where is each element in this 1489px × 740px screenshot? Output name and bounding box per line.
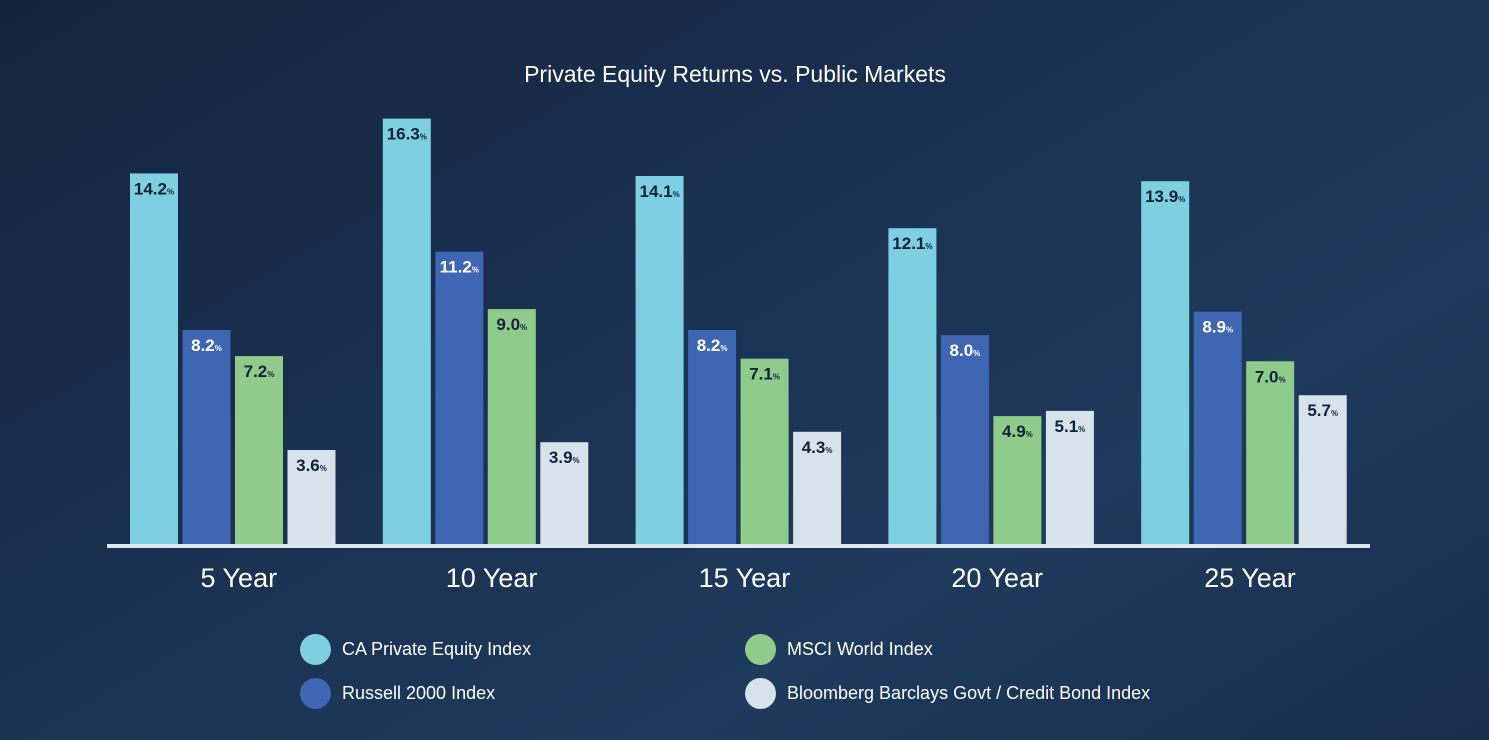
value-label-20-year-ca-private-equity-index: 12.1% <box>892 234 932 253</box>
chart-title: Private Equity Returns vs. Public Market… <box>524 61 946 87</box>
category-label-20-year: 20 Year <box>951 563 1043 593</box>
bar-20-year-russell-2000-index <box>940 335 989 544</box>
bar-5-year-bloomberg-barclays-govt-credit-bond-index <box>287 450 336 544</box>
bar-5-year-russell-2000-index <box>182 330 231 544</box>
value-label-15-year-msci-world-index: 7.1% <box>749 365 780 384</box>
bar-20-year-ca-private-equity-index <box>888 228 937 544</box>
legend-swatch-russell-2000 <box>300 677 331 709</box>
legend-item-ca-private-equity: CA Private Equity Index <box>300 632 531 666</box>
legend-swatch-ca-private-equity <box>300 633 331 665</box>
category-label-25-year: 25 Year <box>1204 563 1296 593</box>
value-label-5-year-msci-world-index: 7.2% <box>244 362 275 381</box>
value-label-15-year-bloomberg-barclays-govt-credit-bond-index: 4.3% <box>802 438 833 457</box>
bar-20-year-msci-world-index <box>993 416 1042 544</box>
value-label-10-year-msci-world-index: 9.0% <box>496 315 527 334</box>
bar-5-year-ca-private-equity-index <box>130 173 178 544</box>
value-label-10-year-bloomberg-barclays-govt-credit-bond-index: 3.9% <box>549 448 580 467</box>
legend-item-russell-2000: Russell 2000 Index <box>300 676 495 710</box>
value-labels-layer: 14.2% 8.2% 7.2% 3.6% 16.3% 11.2% 9.0% 3.9% 14.1%… <box>134 125 1338 475</box>
bar-25-year-msci-world-index <box>1246 361 1295 544</box>
bar-10-year-russell-2000-index <box>435 251 484 544</box>
legend-item-bloomberg-barclays: Bloomberg Barclays Govt / Credit Bond In… <box>745 676 1150 710</box>
bar-10-year-bloomberg-barclays-govt-credit-bond-index <box>540 442 589 544</box>
category-label-10-year: 10 Year <box>446 563 538 593</box>
legend-label-bloomberg-barclays: Bloomberg Barclays Govt / Credit Bond In… <box>787 682 1151 703</box>
bar-15-year-msci-world-index <box>740 358 789 544</box>
legend-label-ca-private-equity: CA Private Equity Index <box>342 638 532 659</box>
bar-15-year-russell-2000-index <box>688 330 737 544</box>
value-label-5-year-bloomberg-barclays-govt-credit-bond-index: 3.6% <box>296 456 327 475</box>
value-label-15-year-russell-2000-index: 8.2% <box>697 336 728 355</box>
value-label-5-year-ca-private-equity-index: 14.2% <box>134 179 174 198</box>
value-label-25-year-bloomberg-barclays-govt-credit-bond-index: 5.7% <box>1307 401 1338 420</box>
category-labels-layer: 5 Year 10 Year 15 Year 20 Year 25 Year <box>201 563 1296 593</box>
legend-label-russell-2000: Russell 2000 Index <box>342 682 496 703</box>
category-label-15-year: 15 Year <box>699 563 791 593</box>
bar-25-year-bloomberg-barclays-govt-credit-bond-index <box>1298 395 1347 544</box>
bar-25-year-ca-private-equity-index <box>1141 181 1190 544</box>
legend-swatch-bloomberg-barclays <box>745 677 776 709</box>
legend-item-msci-world: MSCI World Index <box>745 632 933 666</box>
legend: CA Private Equity Index Russell 2000 Ind… <box>300 630 1300 720</box>
bar-5-year-msci-world-index <box>235 356 283 544</box>
value-label-20-year-bloomberg-barclays-govt-credit-bond-index: 5.1% <box>1055 417 1086 436</box>
bar-20-year-bloomberg-barclays-govt-credit-bond-index <box>1045 410 1094 544</box>
bar-25-year-russell-2000-index <box>1193 311 1242 544</box>
bar-15-year-ca-private-equity-index <box>635 176 684 544</box>
value-label-10-year-russell-2000-index: 11.2% <box>440 258 479 277</box>
value-label-5-year-russell-2000-index: 8.2% <box>191 336 222 355</box>
bar-10-year-msci-world-index <box>487 309 536 544</box>
legend-label-msci-world: MSCI World Index <box>787 638 933 659</box>
value-label-20-year-russell-2000-index: 8.0% <box>950 341 981 360</box>
legend-swatch-msci-world <box>745 633 776 665</box>
value-label-10-year-ca-private-equity-index: 16.3% <box>387 125 427 144</box>
value-label-15-year-ca-private-equity-index: 14.1% <box>639 182 679 201</box>
value-label-25-year-ca-private-equity-index: 13.9% <box>1145 187 1185 206</box>
value-label-25-year-msci-world-index: 7.0% <box>1255 367 1286 386</box>
value-label-20-year-msci-world-index: 4.9% <box>1002 422 1033 441</box>
bar-15-year-bloomberg-barclays-govt-credit-bond-index <box>793 431 842 544</box>
value-label-25-year-russell-2000-index: 8.9% <box>1202 318 1233 337</box>
bars-layer <box>130 118 1347 544</box>
bar-10-year-ca-private-equity-index <box>382 118 431 544</box>
category-label-5-year: 5 Year <box>201 563 278 593</box>
